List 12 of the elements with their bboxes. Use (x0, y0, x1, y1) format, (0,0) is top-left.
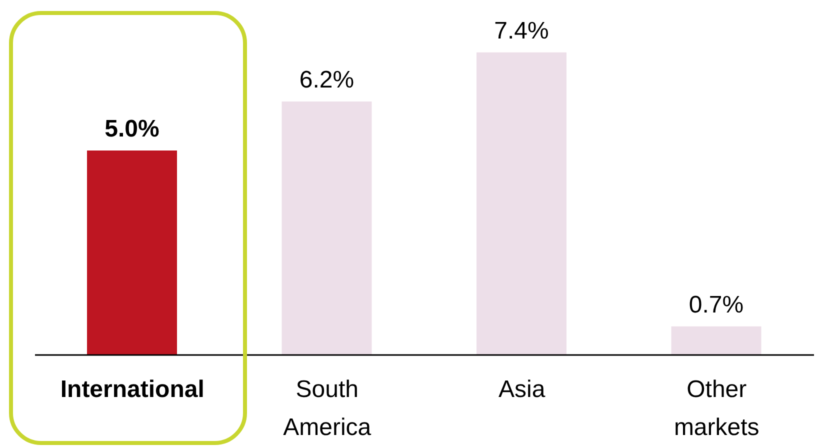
x-tick-label: South America (283, 376, 372, 441)
bar (282, 101, 372, 355)
data-label: 7.4% (494, 17, 549, 44)
bar (671, 326, 762, 355)
x-tick-label: International (60, 376, 204, 403)
data-label: 0.7% (688, 291, 744, 318)
data-label: 6.2% (299, 66, 354, 94)
x-tick-label: Other markets (674, 376, 760, 441)
bar (87, 150, 177, 355)
x-tick-label: Asia (498, 376, 546, 403)
data-label: 5.0% (104, 116, 160, 143)
bar (476, 52, 566, 355)
